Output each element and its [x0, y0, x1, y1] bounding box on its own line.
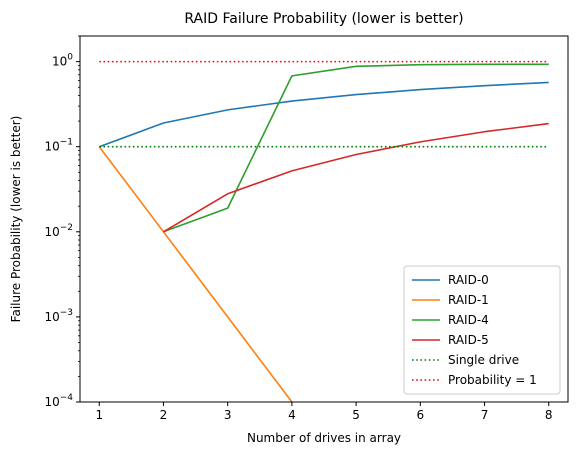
legend-label: RAID-0: [448, 273, 489, 287]
x-tick-label: 2: [160, 408, 168, 422]
chart-title: RAID Failure Probability (lower is bette…: [184, 11, 463, 27]
legend-label: Single drive: [448, 353, 519, 367]
series-line-raid-1: [98, 146, 293, 402]
legend-label: RAID-5: [448, 333, 489, 347]
y-axis-label: Failure Probability (lower is better): [9, 116, 23, 323]
y-tick-label: 100: [52, 53, 73, 69]
x-tick-label: 4: [288, 408, 296, 422]
series-line-raid-0: [98, 81, 549, 148]
legend-box: [403, 265, 561, 395]
y-tick-label: 10−2: [44, 223, 73, 239]
x-tick-label: 6: [416, 408, 424, 422]
x-tick-label: 1: [95, 408, 103, 422]
plot-frame: [79, 35, 569, 403]
series-layer: [98, 60, 549, 402]
x-tick-label: 8: [545, 408, 553, 422]
y-tick-label: 10−1: [44, 138, 73, 154]
x-axis-label: Number of drives in array: [247, 431, 401, 445]
series-line-raid-4: [163, 63, 549, 233]
y-tick-label: 10−4: [44, 393, 73, 409]
legend: RAID-0 RAID-1 RAID-4 RAID-5 Single drive Prob…: [403, 265, 561, 395]
x-tick-label: 5: [352, 408, 360, 422]
legend-label: RAID-1: [448, 293, 489, 307]
legend-label: RAID-4: [448, 313, 489, 327]
x-tick-label: 7: [481, 408, 489, 422]
ticks-layer: 1 2 3 4 5 6 7 8 10−4 10−3 10−2 10−1 100: [44, 35, 553, 422]
series-line-raid-5: [163, 122, 549, 233]
x-tick-label: 3: [224, 408, 232, 422]
legend-label: Probability = 1: [448, 373, 537, 387]
y-tick-label: 10−3: [44, 308, 73, 324]
